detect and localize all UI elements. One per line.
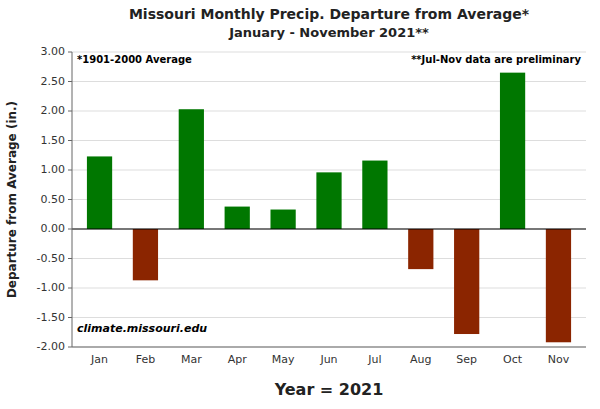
y-tick	[68, 199, 72, 200]
y-axis-label: Departure from Average (in.)	[5, 101, 19, 298]
x-tick-label: Jan	[90, 353, 108, 366]
grid-line	[72, 229, 586, 230]
grid-line	[72, 317, 586, 318]
bar	[546, 229, 571, 342]
zero-line	[72, 229, 586, 230]
y-tick-label: 2.50	[41, 75, 66, 88]
x-tick-label: Nov	[548, 353, 570, 366]
y-tick-label: 3.00	[41, 45, 66, 58]
y-tick	[68, 317, 72, 318]
annotation: **Jul-Nov data are preliminary	[411, 54, 581, 65]
x-axis-label: Year = 2021	[274, 380, 384, 399]
title: Missouri Monthly Precip. Departure from …	[129, 6, 530, 22]
chart: -2.00 -1.50 -1.00 -0.50 0.00 0.50 1.00 1.50 2.00…	[0, 0, 600, 409]
x-tick-label: Mar	[181, 353, 202, 366]
y-tick	[68, 347, 72, 348]
y-tick-label: -1.50	[37, 311, 65, 324]
grid-line	[72, 52, 586, 53]
y-tick-label: 1.00	[41, 163, 66, 176]
bar	[362, 161, 387, 229]
y-tick	[68, 170, 72, 171]
x-tick-label: Jul	[367, 353, 381, 366]
y-tick	[68, 52, 72, 53]
bar	[500, 73, 525, 229]
x-tick-label: Aug	[410, 353, 431, 366]
watermark: climate.missouri.edu	[77, 322, 207, 335]
x-tick-label: Apr	[228, 353, 248, 366]
subtitle: January - November 2021**	[228, 25, 429, 40]
y-tick-label: -2.00	[37, 340, 65, 353]
y-tick	[68, 111, 72, 112]
x-tick-label: Jun	[319, 353, 337, 366]
bar	[408, 229, 433, 269]
bar	[87, 156, 112, 229]
annotation: *1901-2000 Average	[77, 54, 192, 65]
x-axis	[72, 347, 586, 348]
bar	[179, 109, 204, 229]
y-tick-label: 1.50	[41, 134, 66, 147]
y-tick	[68, 229, 72, 230]
y-tick	[68, 288, 72, 289]
y-tick-label: 0.50	[41, 193, 66, 206]
x-tick-label: May	[272, 353, 295, 366]
y-tick	[68, 258, 72, 259]
bar	[270, 210, 295, 229]
bar	[225, 207, 250, 229]
x-tick-label: Oct	[503, 353, 523, 366]
y-tick	[68, 81, 72, 82]
x-tick-label: Feb	[136, 353, 155, 366]
y-tick-label: 2.00	[41, 104, 66, 117]
y-tick	[68, 140, 72, 141]
y-tick-label: -1.00	[37, 281, 65, 294]
y-tick-label: -0.50	[37, 252, 65, 265]
bar	[316, 172, 341, 229]
y-tick-label: 0.00	[41, 222, 66, 235]
y-axis	[72, 52, 73, 347]
grid-line	[72, 288, 586, 289]
grid-line	[72, 347, 586, 348]
bar	[454, 229, 479, 334]
bar	[133, 229, 158, 280]
x-tick-label: Sep	[456, 353, 477, 366]
